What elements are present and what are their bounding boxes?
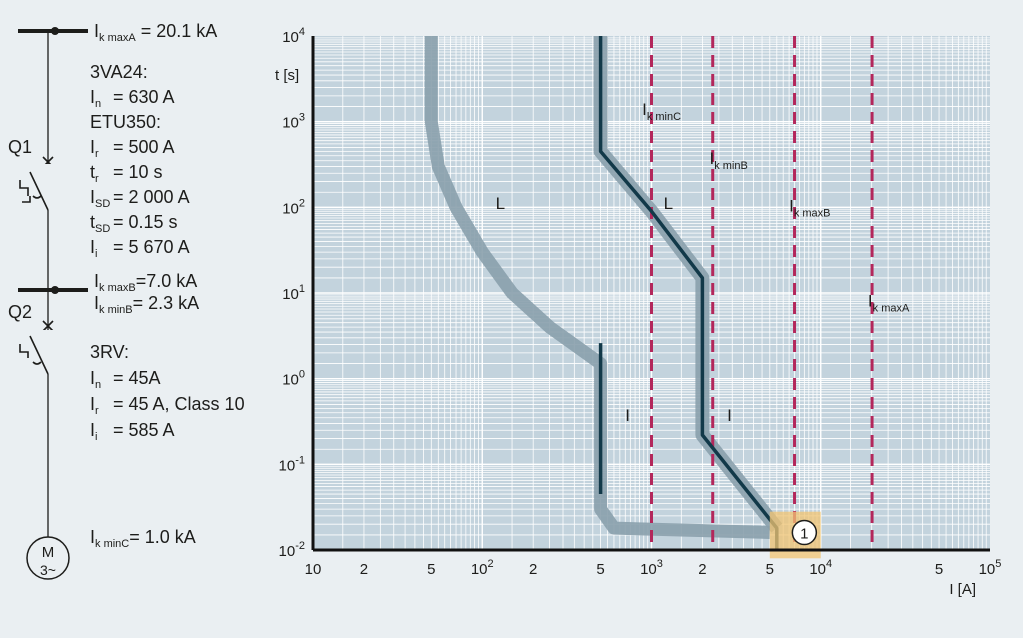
annotation-circle: [791, 519, 818, 546]
motor-label-m: M: [42, 544, 55, 561]
tolerance-band: [424, 36, 770, 539]
y-tick-label: 102: [282, 197, 305, 217]
x-tick-label: 104: [809, 558, 832, 578]
q1-ir-text: Ir = 500 A: [90, 137, 175, 160]
x-tick-label: 102: [471, 558, 494, 578]
q1-tr-text: tr = 10 s: [90, 162, 163, 185]
short-circuit-label: Ik maxA: [868, 291, 910, 314]
short-circuit-label: Ik minC: [642, 100, 681, 123]
x-tick-label: 103: [640, 558, 663, 578]
q1-tsd-text: tSD = 0.15 s: [90, 212, 178, 235]
ikmax-a-text: Ik maxA = 20.1 kA: [94, 21, 217, 44]
short-circuit-label: Ik maxB: [789, 196, 830, 219]
x-tick-label: 5: [427, 561, 435, 578]
y-tick-label: 10-1: [279, 454, 305, 474]
ikmin-b-text: Ik minB= 2.3 kA: [94, 293, 199, 316]
q1-device-text: 3VA24:: [90, 62, 148, 82]
curve-region-label: I: [625, 406, 630, 425]
busbar-b-node: [51, 286, 59, 294]
x-tick-label: 2: [698, 561, 706, 578]
y-tick-label: 10-2: [279, 540, 305, 560]
x-tick-label: 2: [360, 561, 368, 578]
q2-breaker-symbol: [19, 320, 58, 375]
y-axis-label: t [s]: [275, 67, 299, 84]
circuit-diagram: M 3~ Q1 Q2 Ik maxA = 20.1 kA 3VA24: In = …: [8, 21, 245, 580]
short-circuit-label: Ik minB: [709, 149, 747, 172]
y-tick-label: 101: [282, 283, 305, 303]
ikmax-b-text: Ik maxB=7.0 kA: [94, 271, 197, 294]
annotation-number: 1: [800, 526, 808, 543]
busbar-a-node: [51, 27, 59, 35]
q1-label: Q1: [8, 137, 32, 157]
x-tick-label: 2: [529, 561, 537, 578]
x-tick-label: 105: [979, 558, 1002, 578]
q1-breaker-symbol: [19, 156, 58, 211]
q1-release-text: ETU350:: [90, 112, 161, 132]
x-tick-label: 5: [935, 561, 943, 578]
chart-labels: 10 2 5 102 2 5 103 2 5 104 5 10510-210-110010110210…: [275, 26, 1001, 598]
y-tick-label: 104: [282, 26, 305, 46]
q2-ii-text: Ii = 585 A: [90, 420, 175, 443]
chart-axes: [311, 36, 990, 552]
x-axis-label: I [A]: [949, 581, 976, 598]
q1-in-text: In = 630 A: [90, 87, 175, 110]
curve-region-label: L: [496, 194, 505, 213]
x-tick-label: 5: [596, 561, 604, 578]
motor-label-phase: 3~: [40, 562, 56, 578]
q2-ir-text: Ir = 45 A, Class 10: [90, 394, 245, 417]
x-tick-label: 10: [305, 561, 322, 578]
curve-region-label: L: [664, 194, 673, 213]
x-tick-label: 5: [766, 561, 774, 578]
plot-grid: [312, 36, 990, 551]
q1-isd-text: ISD = 2 000 A: [90, 187, 190, 210]
short-circuit-lines: [650, 36, 874, 550]
motor-symbol: [26, 536, 70, 580]
y-tick-label: 100: [282, 369, 305, 389]
q2-device-text: 3RV:: [90, 342, 129, 362]
q2-label: Q2: [8, 302, 32, 322]
ikmin-c-text: Ik minC= 1.0 kA: [90, 527, 196, 550]
q1-ii-text: Ii = 5 670 A: [90, 237, 190, 260]
q2-in-text: In = 45A: [90, 368, 161, 391]
curve-region-label: I: [727, 406, 732, 425]
y-tick-label: 103: [282, 112, 305, 132]
